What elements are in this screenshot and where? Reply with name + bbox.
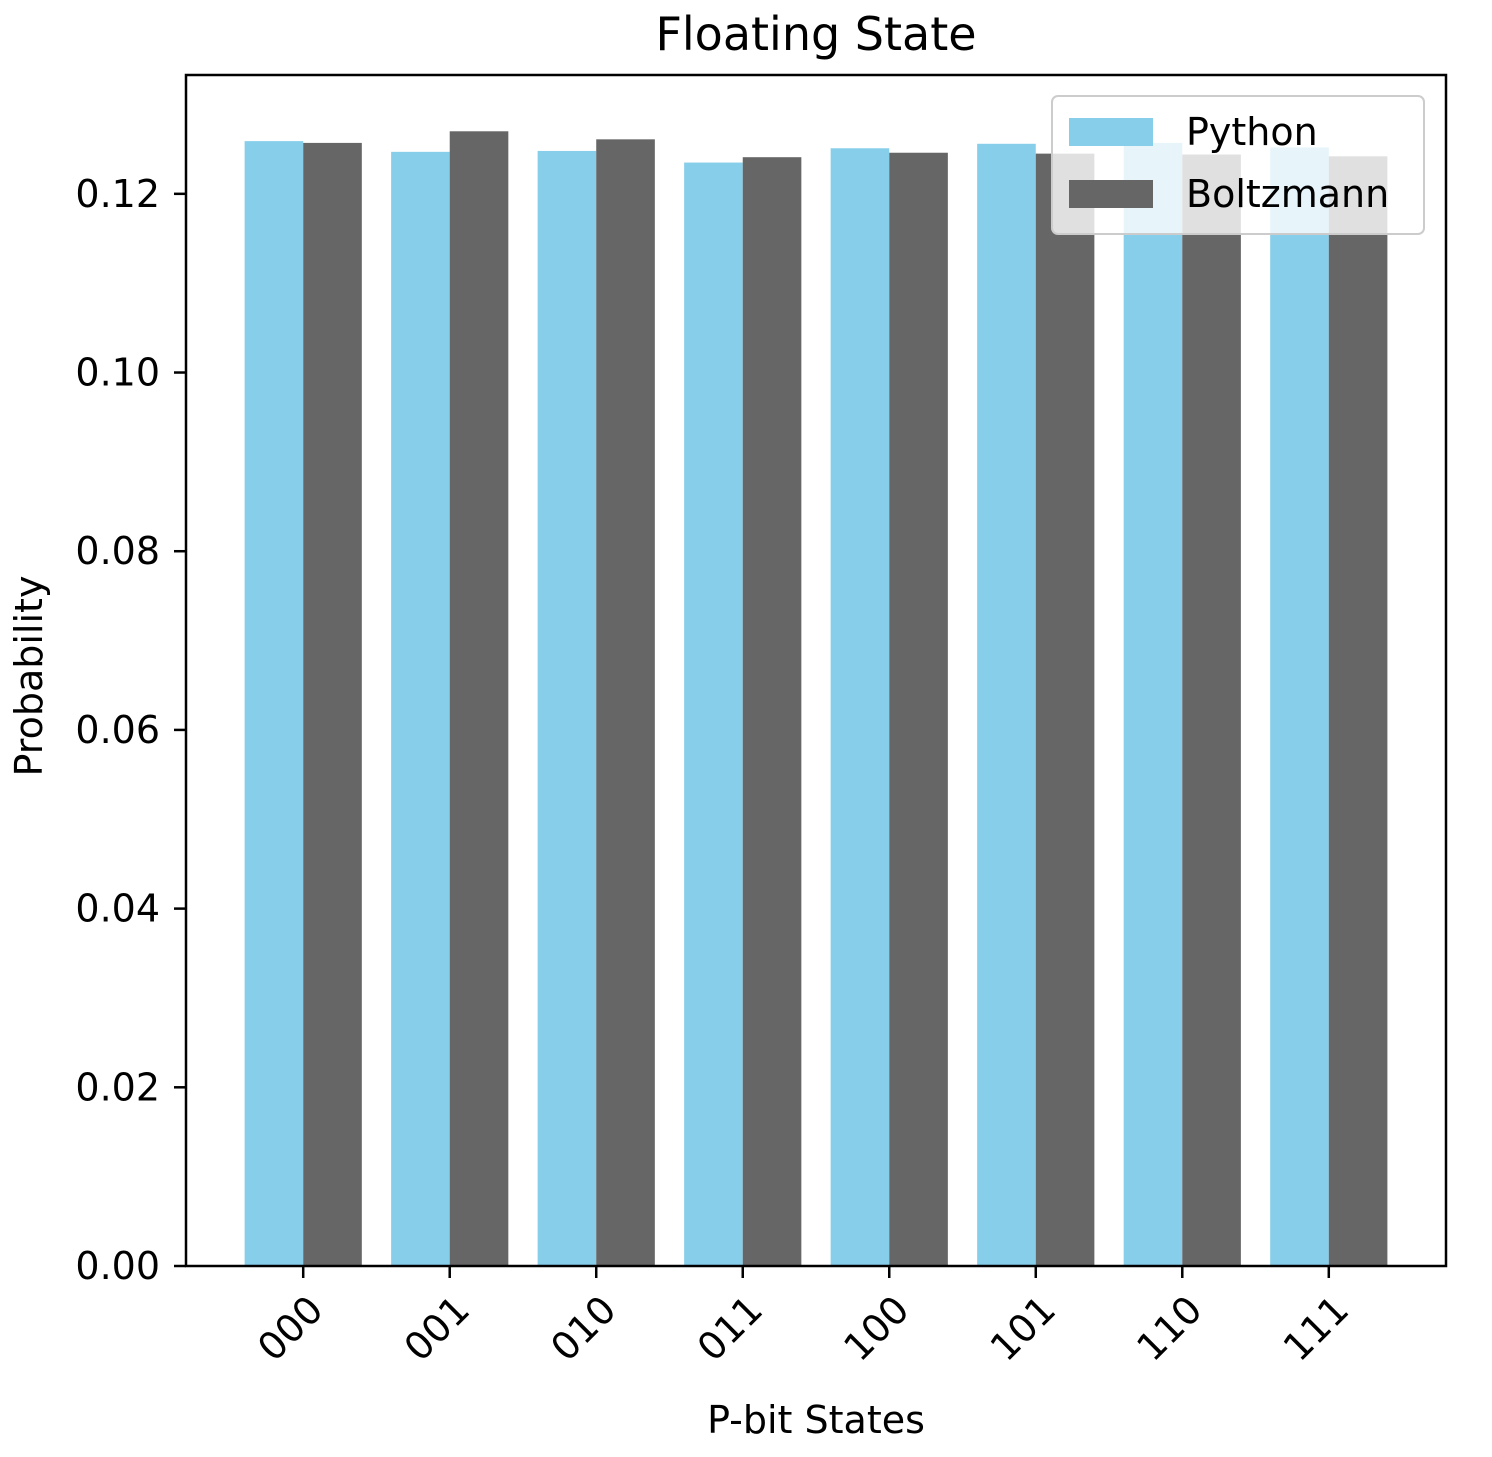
bar-boltzmann-011 (742, 157, 802, 1266)
bar-boltzmann-000 (303, 142, 362, 1267)
bar-boltzmann-001 (449, 131, 509, 1266)
x-tick-label: 011 (689, 1287, 771, 1369)
y-tick-label: 0.08 (75, 529, 160, 573)
plot-frame (184, 73, 1448, 1268)
bars-layer (244, 131, 1388, 1267)
x-tick-label: 111 (1275, 1287, 1357, 1369)
legend: Python Boltzmann (1051, 95, 1425, 235)
bar-python-010 (537, 150, 597, 1267)
y-tick-label: 0.10 (75, 351, 160, 395)
y-tick-label: 0.06 (75, 708, 160, 752)
bar-boltzmann-110 (1182, 154, 1241, 1266)
y-tick-label: 0.02 (75, 1065, 160, 1109)
bar-boltzmann-101 (1035, 153, 1095, 1267)
x-tick-label: 101 (982, 1287, 1064, 1369)
x-tick-label: 100 (835, 1287, 917, 1369)
legend-swatch-python (1069, 118, 1153, 146)
bar-python-111 (1270, 147, 1329, 1266)
bar-python-101 (977, 143, 1036, 1266)
y-tick-label: 0.00 (75, 1244, 160, 1288)
bar-python-000 (244, 141, 304, 1266)
y-tick-label: 0.04 (75, 887, 160, 931)
x-axis: 000 001 010 011 100 101 110 111 (249, 1266, 1357, 1370)
x-tick-label: 000 (249, 1287, 331, 1369)
x-axis-label: P-bit States (707, 1398, 925, 1442)
y-tick-label: 0.12 (75, 172, 160, 216)
bar-python-011 (684, 162, 743, 1266)
bar-boltzmann-010 (596, 139, 655, 1266)
x-tick-label: 010 (542, 1287, 624, 1369)
bar-python-100 (830, 148, 890, 1267)
chart-title: Floating State (655, 7, 976, 61)
bar-boltzmann-100 (889, 152, 948, 1266)
x-tick-label: 110 (1128, 1287, 1210, 1369)
bar-python-001 (391, 151, 450, 1266)
legend-label-python: Python (1186, 110, 1318, 154)
y-axis-label: Probability (7, 576, 51, 777)
y-axis: 0.00 0.02 0.04 0.06 0.08 0.10 0.12 (75, 172, 186, 1288)
legend-label-boltzmann: Boltzmann (1186, 172, 1389, 216)
bar-python-110 (1123, 142, 1183, 1267)
bar-boltzmann-111 (1328, 156, 1388, 1267)
x-tick-label: 001 (396, 1287, 478, 1369)
legend-swatch-boltzmann (1069, 180, 1153, 208)
